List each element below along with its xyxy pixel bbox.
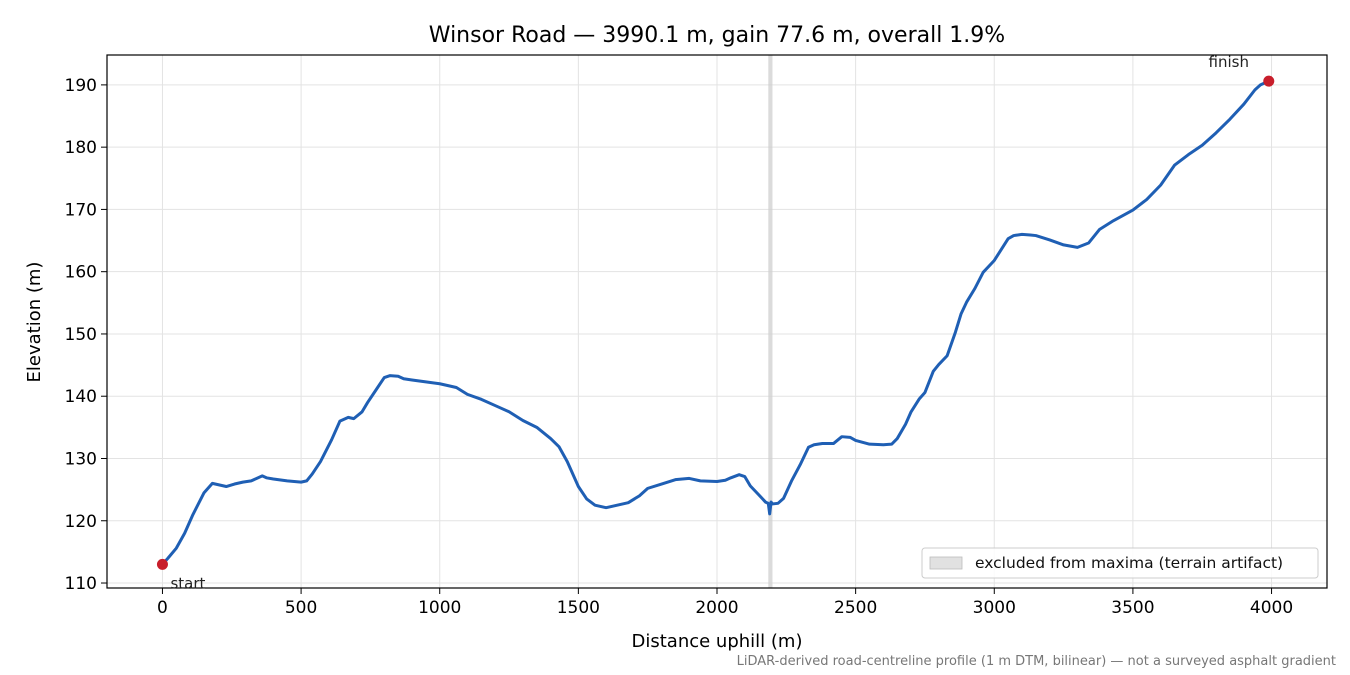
y-tick-label: 170 bbox=[65, 200, 97, 220]
x-tick-label: 2500 bbox=[834, 598, 877, 618]
chart-title: Winsor Road — 3990.1 m, gain 77.6 m, ove… bbox=[429, 23, 1005, 48]
x-tick-label: 4000 bbox=[1250, 598, 1293, 618]
excluded-band bbox=[768, 55, 773, 588]
x-tick-label: 2000 bbox=[695, 598, 738, 618]
legend: excluded from maxima (terrain artifact) bbox=[921, 547, 1319, 579]
annotation-finish: finish bbox=[1209, 53, 1249, 71]
endpoint-markers bbox=[156, 75, 1275, 570]
x-axis-label: Distance uphill (m) bbox=[632, 631, 803, 652]
x-tick-label: 500 bbox=[285, 598, 317, 618]
y-tick-label: 180 bbox=[65, 138, 97, 158]
y-tick-label: 120 bbox=[65, 512, 97, 532]
y-tick-label: 190 bbox=[65, 76, 97, 96]
legend-box bbox=[921, 547, 1319, 579]
elevation-series bbox=[160, 79, 1271, 566]
elevation-line bbox=[160, 79, 1271, 566]
y-tick-label: 110 bbox=[65, 574, 97, 594]
annotation-start: start bbox=[170, 574, 205, 592]
legend-swatch-excluded bbox=[929, 556, 963, 570]
legend-label-excluded: excluded from maxima (terrain artifact) bbox=[975, 554, 1283, 572]
x-tick-label: 3500 bbox=[1111, 598, 1154, 618]
y-tick-label: 130 bbox=[65, 449, 97, 469]
y-tick-label: 140 bbox=[65, 387, 97, 407]
axis-ticks: 0 500 1000 1500 2000 2500 3000 3500 4000 110 120 13… bbox=[65, 76, 1294, 618]
x-tick-label: 3000 bbox=[973, 598, 1016, 618]
y-axis-label: Elevation (m) bbox=[24, 262, 45, 383]
excluded-region bbox=[768, 55, 773, 588]
marker-start bbox=[156, 558, 168, 570]
y-tick-label: 150 bbox=[65, 325, 97, 345]
marker-finish bbox=[1263, 75, 1275, 87]
x-tick-label: 0 bbox=[157, 598, 168, 618]
x-tick-label: 1500 bbox=[557, 598, 600, 618]
x-tick-label: 1000 bbox=[418, 598, 461, 618]
grid-lines bbox=[107, 55, 1327, 588]
y-tick-label: 160 bbox=[65, 263, 97, 283]
footnote: LiDAR-derived road-centreline profile (1… bbox=[737, 654, 1336, 669]
